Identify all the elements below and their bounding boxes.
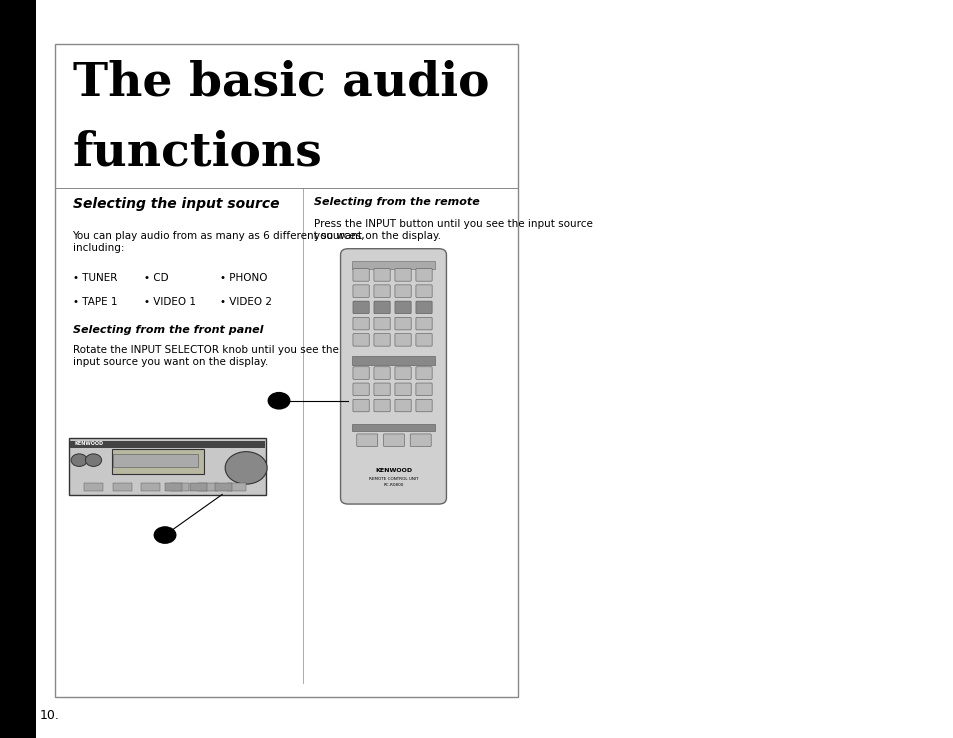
FancyBboxPatch shape xyxy=(374,399,390,412)
FancyBboxPatch shape xyxy=(416,367,432,379)
FancyBboxPatch shape xyxy=(410,434,431,446)
Text: KENWOOD: KENWOOD xyxy=(74,441,103,446)
FancyBboxPatch shape xyxy=(374,317,390,330)
FancyBboxPatch shape xyxy=(395,367,411,379)
FancyBboxPatch shape xyxy=(416,269,432,281)
Text: REMOTE CONTROL UNIT
RC-R0800: REMOTE CONTROL UNIT RC-R0800 xyxy=(369,477,417,486)
Bar xyxy=(198,483,217,491)
Text: KENWOOD: KENWOOD xyxy=(375,468,412,472)
Text: • CD: • CD xyxy=(144,273,169,283)
FancyBboxPatch shape xyxy=(416,334,432,346)
FancyBboxPatch shape xyxy=(374,285,390,297)
FancyBboxPatch shape xyxy=(374,334,390,346)
FancyBboxPatch shape xyxy=(395,285,411,297)
FancyBboxPatch shape xyxy=(353,317,369,330)
FancyBboxPatch shape xyxy=(69,438,266,495)
Text: You can play audio from as many as 6 different sources,
including:: You can play audio from as many as 6 dif… xyxy=(72,231,365,252)
FancyBboxPatch shape xyxy=(356,434,377,446)
Bar xyxy=(352,424,435,431)
FancyBboxPatch shape xyxy=(353,383,369,396)
Circle shape xyxy=(225,452,267,484)
FancyBboxPatch shape xyxy=(395,399,411,412)
Text: • TAPE 1: • TAPE 1 xyxy=(72,297,117,308)
Bar xyxy=(170,483,189,491)
Bar xyxy=(141,483,160,491)
Circle shape xyxy=(267,392,290,410)
FancyBboxPatch shape xyxy=(416,317,432,330)
FancyBboxPatch shape xyxy=(416,383,432,396)
Bar xyxy=(0,0,36,738)
FancyBboxPatch shape xyxy=(374,383,390,396)
FancyBboxPatch shape xyxy=(353,334,369,346)
Bar xyxy=(70,441,265,448)
Text: • VIDEO 1: • VIDEO 1 xyxy=(144,297,196,308)
FancyBboxPatch shape xyxy=(353,399,369,412)
Text: • VIDEO 2: • VIDEO 2 xyxy=(220,297,273,308)
Text: Rotate the INPUT SELECTOR knob until you see the
input source you want on the di: Rotate the INPUT SELECTOR knob until you… xyxy=(72,345,338,367)
FancyBboxPatch shape xyxy=(374,367,390,379)
Bar xyxy=(165,483,182,491)
Text: The basic audio: The basic audio xyxy=(72,59,489,105)
FancyBboxPatch shape xyxy=(395,334,411,346)
FancyBboxPatch shape xyxy=(416,285,432,297)
FancyBboxPatch shape xyxy=(383,434,404,446)
Bar xyxy=(112,453,198,466)
Bar xyxy=(352,356,435,365)
Text: • TUNER: • TUNER xyxy=(72,273,117,283)
Bar xyxy=(227,483,246,491)
FancyBboxPatch shape xyxy=(395,317,411,330)
Text: Selecting from the remote: Selecting from the remote xyxy=(314,197,479,207)
Circle shape xyxy=(71,454,88,466)
Bar xyxy=(190,483,207,491)
FancyBboxPatch shape xyxy=(416,399,432,412)
FancyBboxPatch shape xyxy=(340,249,446,504)
Circle shape xyxy=(86,454,102,466)
Text: • PHONO: • PHONO xyxy=(220,273,268,283)
FancyBboxPatch shape xyxy=(395,383,411,396)
FancyBboxPatch shape xyxy=(353,301,369,314)
FancyBboxPatch shape xyxy=(55,44,517,697)
FancyBboxPatch shape xyxy=(395,301,411,314)
Text: Press the INPUT button until you see the input source
you want on the display.: Press the INPUT button until you see the… xyxy=(314,219,593,241)
Bar xyxy=(352,261,435,269)
FancyBboxPatch shape xyxy=(416,301,432,314)
Text: Selecting the input source: Selecting the input source xyxy=(72,197,278,211)
FancyBboxPatch shape xyxy=(353,367,369,379)
FancyBboxPatch shape xyxy=(353,269,369,281)
Text: functions: functions xyxy=(72,129,322,175)
Circle shape xyxy=(153,526,176,544)
Text: 10.: 10. xyxy=(40,708,60,722)
FancyBboxPatch shape xyxy=(395,269,411,281)
FancyBboxPatch shape xyxy=(112,449,204,474)
Text: Selecting from the front panel: Selecting from the front panel xyxy=(72,325,263,335)
Bar xyxy=(112,483,132,491)
FancyBboxPatch shape xyxy=(374,301,390,314)
FancyBboxPatch shape xyxy=(374,269,390,281)
Bar xyxy=(84,483,103,491)
FancyBboxPatch shape xyxy=(353,285,369,297)
Bar xyxy=(214,483,232,491)
